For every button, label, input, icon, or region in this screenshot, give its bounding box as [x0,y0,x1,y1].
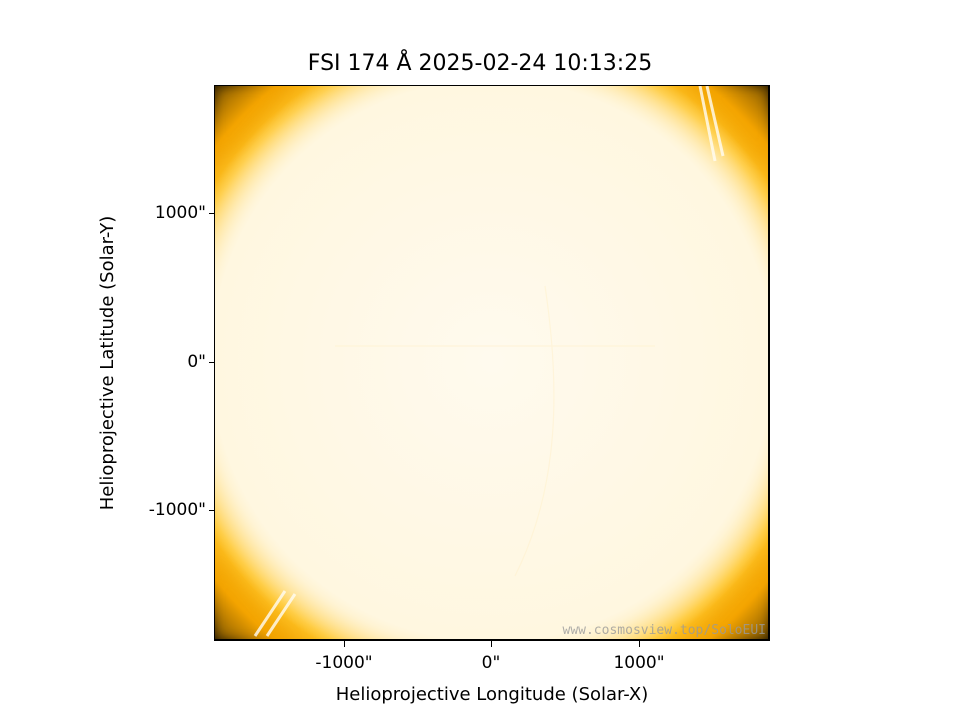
x-tick-mark [344,641,345,647]
euv-image-canvas [215,86,769,640]
y-tick-label: -1000" [148,500,206,520]
x-axis-label: Helioprojective Longitude (Solar-X) [335,684,649,705]
x-tick-label: -1000" [315,653,373,673]
solar-image: www.cosmosview.top/SoloEUI [215,86,769,640]
y-tick-label: 1000" [154,203,206,223]
x-tick-label: 0" [481,653,501,673]
plot-title: FSI 174 Å 2025-02-24 10:13:25 [307,51,653,76]
x-tick-mark [639,641,640,647]
watermark: www.cosmosview.top/SoloEUI [562,623,767,638]
y-tick-mark [209,362,215,363]
x-tick-label: 1000" [613,653,665,673]
y-axis-label: Helioprojective Latitude (Solar-Y) [97,215,118,511]
y-tick-mark [209,510,215,511]
x-tick-mark [491,641,492,647]
y-tick-mark [209,213,215,214]
y-tick-label: 0" [187,352,206,372]
